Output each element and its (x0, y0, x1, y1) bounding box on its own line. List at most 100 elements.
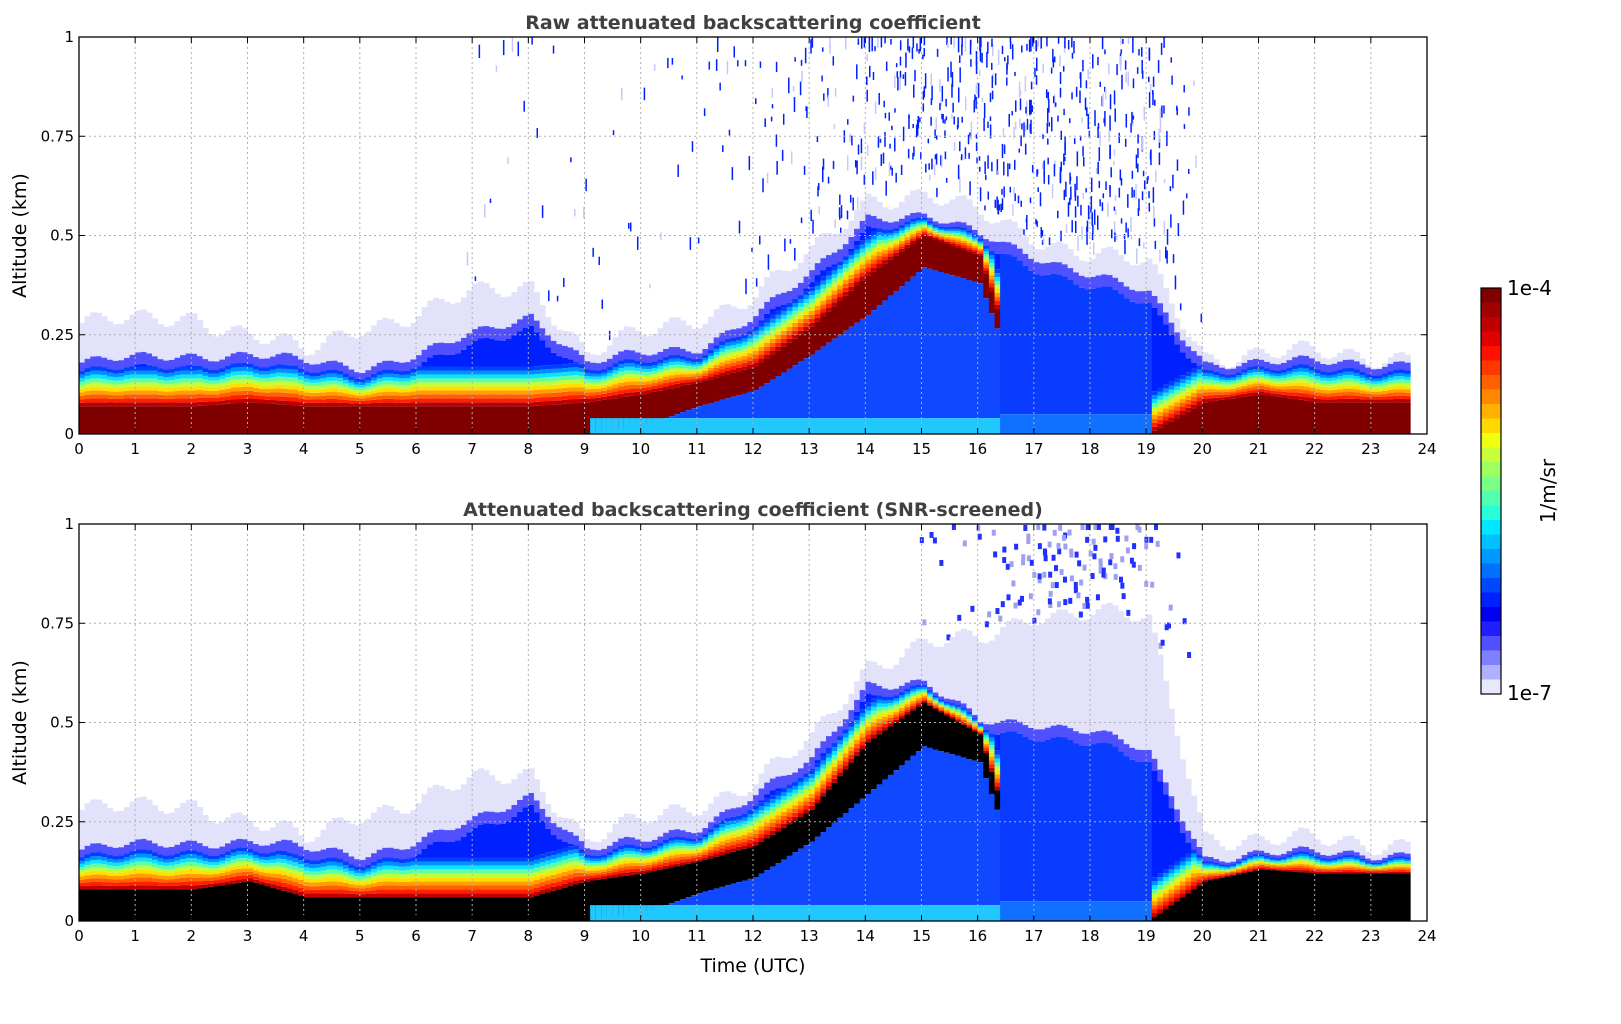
heatmap-cell (433, 382, 439, 386)
heatmap-cell (321, 893, 327, 897)
heatmap-cell (483, 374, 489, 378)
heatmap-cell (259, 396, 265, 400)
heatmap-cell (832, 253, 838, 265)
heatmap-cell (877, 267, 883, 305)
heatmap-cell (753, 359, 759, 363)
heatmap-cell (253, 392, 259, 396)
heatmap-cell (1320, 390, 1326, 393)
heatmap-cell (663, 383, 669, 386)
heatmap-cell (798, 331, 804, 335)
heatmap-cell (775, 418, 781, 434)
noise-speckle (1155, 170, 1157, 182)
heatmap-cell (663, 380, 669, 383)
heatmap-cell (1225, 382, 1231, 384)
heatmap-cell (141, 367, 147, 371)
heatmap-cell (101, 854, 107, 858)
heatmap-cell (1337, 399, 1343, 402)
heatmap-cell (511, 378, 517, 382)
heatmap-cell (585, 379, 591, 382)
heatmap-cell (950, 245, 956, 275)
heatmap-cell (1236, 397, 1242, 434)
noise-speckle (512, 37, 514, 52)
heatmap-cell (304, 890, 310, 894)
heatmap-cell (1174, 414, 1180, 418)
noise-speckle (531, 37, 533, 45)
heatmap-cell (731, 418, 737, 434)
heatmap-cell (646, 372, 652, 375)
heatmap-cell (248, 383, 254, 387)
heatmap-cell (910, 243, 916, 276)
heatmap-cell (854, 282, 860, 286)
heatmap-cell (472, 367, 478, 371)
noise-speckle (767, 173, 769, 183)
heatmap-cell (377, 378, 383, 381)
heatmap-cell (815, 322, 821, 351)
heatmap-cell (371, 393, 377, 396)
heatmap-cell (775, 270, 781, 295)
heatmap-cell (455, 889, 461, 893)
heatmap-cell (1242, 378, 1248, 381)
heatmap-cell (371, 876, 377, 880)
heatmap-cell (674, 381, 680, 384)
heatmap-cell (568, 376, 574, 380)
heatmap-cell (141, 889, 147, 921)
heatmap-cell (321, 375, 327, 378)
heatmap-cell (534, 779, 540, 800)
heatmap-cell (483, 382, 489, 386)
heatmap-cell (702, 376, 708, 379)
heatmap-cell (1112, 249, 1118, 277)
heatmap-cell (281, 377, 287, 381)
noise-speckle (810, 39, 812, 53)
heatmap-cell (1011, 244, 1017, 256)
heatmap-cell (444, 889, 450, 893)
heatmap-cell (495, 406, 501, 434)
heatmap-cell (152, 356, 158, 368)
heatmap-cell (450, 394, 456, 398)
heatmap-cell (1191, 351, 1197, 363)
heatmap-cell (1191, 409, 1197, 434)
heatmap-cell (843, 280, 849, 284)
heatmap-cell (377, 893, 383, 897)
heatmap-cell (382, 395, 388, 399)
heatmap-cell (899, 249, 905, 252)
heatmap-cell (169, 384, 175, 388)
heatmap-cell (697, 375, 703, 377)
heatmap-cell (90, 889, 96, 921)
heatmap-cell (820, 285, 826, 289)
noise-speckle (1184, 124, 1186, 129)
heatmap-cell (360, 867, 366, 870)
noise-speckle (1149, 92, 1151, 108)
heatmap-cell (944, 228, 950, 230)
heatmap-cell (534, 860, 540, 864)
heatmap-cell (871, 243, 877, 247)
heatmap-cell (276, 400, 282, 404)
heatmap-cell (551, 851, 557, 855)
heatmap-cell (562, 396, 568, 400)
heatmap-cell (1045, 414, 1051, 434)
heatmap-cell (365, 377, 371, 380)
noise-speckle (1006, 64, 1008, 74)
heatmap-cell (416, 842, 422, 854)
heatmap-cell (1259, 394, 1265, 434)
heatmap-cell (326, 862, 332, 866)
heatmap-cell (343, 390, 349, 393)
heatmap-cell (809, 307, 815, 311)
heatmap-cell (259, 389, 265, 393)
heatmap-cell (590, 354, 596, 362)
heatmap-cell (197, 881, 203, 885)
heatmap-cell (315, 406, 321, 434)
heatmap-cell (1259, 381, 1265, 384)
noise-speckle (917, 120, 919, 136)
heatmap-cell (371, 403, 377, 406)
heatmap-cell (158, 387, 164, 391)
heatmap-cell (1202, 376, 1208, 379)
heatmap-cell (214, 874, 220, 877)
noise-speckle (1163, 37, 1165, 48)
heatmap-cell (534, 406, 540, 434)
heatmap-cell (540, 878, 546, 882)
heatmap-cell (528, 877, 534, 881)
heatmap-cell (483, 390, 489, 394)
heatmap-cell (534, 398, 540, 402)
heatmap-cell (1371, 400, 1377, 403)
heatmap-cell (1174, 418, 1180, 434)
